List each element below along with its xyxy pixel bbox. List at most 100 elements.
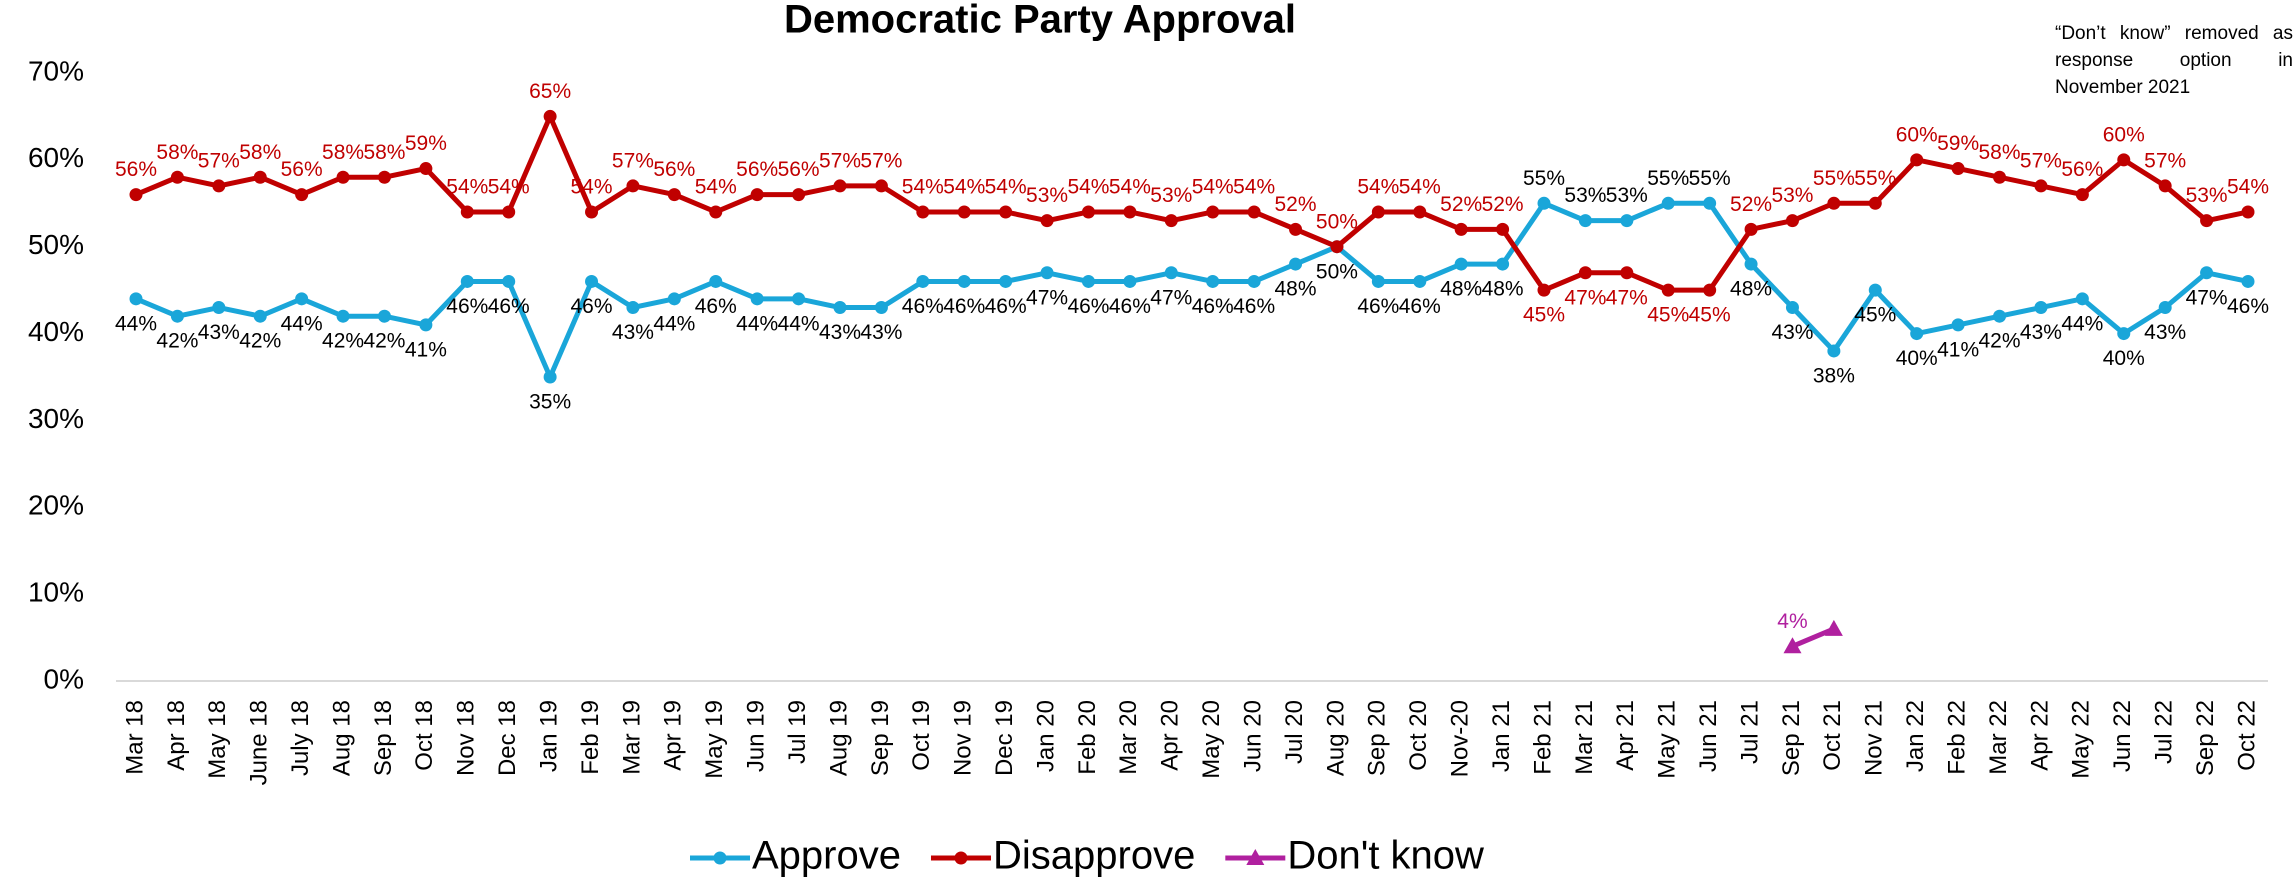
data-point bbox=[874, 301, 888, 315]
data-label: 57% bbox=[198, 149, 240, 172]
data-label: 44% bbox=[281, 312, 323, 335]
data-point bbox=[2158, 301, 2172, 315]
x-tick-label: Nov 18 bbox=[453, 700, 480, 776]
data-point bbox=[1496, 257, 1510, 271]
data-label: 58% bbox=[1979, 141, 2021, 164]
x-tick-label: Jul 21 bbox=[1736, 700, 1763, 764]
data-point bbox=[1744, 257, 1758, 271]
x-tick-label: Feb 21 bbox=[1529, 700, 1556, 775]
data-point bbox=[916, 274, 930, 288]
data-label: 54% bbox=[943, 176, 985, 199]
data-point bbox=[1081, 205, 1095, 219]
data-point bbox=[1578, 214, 1592, 228]
x-tick-label: Mar 19 bbox=[618, 700, 645, 775]
data-label: 45% bbox=[1689, 304, 1731, 327]
data-point bbox=[460, 205, 474, 219]
data-label: 54% bbox=[695, 176, 737, 199]
x-tick-label: Sep 21 bbox=[1778, 700, 1805, 776]
data-point bbox=[585, 274, 599, 288]
data-label: 48% bbox=[1482, 278, 1524, 301]
data-label: 57% bbox=[612, 149, 654, 172]
data-label: 44% bbox=[736, 312, 778, 335]
data-label: 57% bbox=[2020, 149, 2062, 172]
data-label: 47% bbox=[1564, 286, 1606, 309]
data-point bbox=[2075, 188, 2089, 202]
data-label: 41% bbox=[405, 338, 447, 361]
data-label: 54% bbox=[902, 176, 944, 199]
data-point bbox=[2034, 179, 2048, 193]
data-label: 52% bbox=[1730, 193, 1772, 216]
data-point bbox=[1164, 214, 1178, 228]
data-point bbox=[792, 188, 806, 202]
data-label: 55% bbox=[1647, 167, 1689, 190]
data-point bbox=[1910, 327, 1924, 341]
x-tick-label: May 19 bbox=[701, 700, 728, 779]
data-label: 59% bbox=[405, 132, 447, 155]
data-label: 53% bbox=[1150, 184, 1192, 207]
y-tick-label: 50% bbox=[28, 229, 84, 260]
x-tick-label: May 21 bbox=[1654, 700, 1681, 779]
x-tick-label: Mar 22 bbox=[1985, 700, 2012, 775]
data-label: 48% bbox=[1440, 278, 1482, 301]
data-point bbox=[1827, 196, 1841, 210]
x-tick-label: Aug 18 bbox=[328, 700, 355, 776]
data-point bbox=[212, 179, 226, 193]
data-point bbox=[129, 292, 143, 306]
data-point bbox=[253, 170, 267, 184]
data-point bbox=[1289, 222, 1303, 236]
data-point bbox=[1537, 196, 1551, 210]
x-tick-label: May 22 bbox=[2068, 700, 2095, 779]
series-line bbox=[135, 113, 2249, 293]
data-label: 45% bbox=[1647, 304, 1689, 327]
data-point bbox=[2200, 214, 2214, 228]
data-label: 56% bbox=[736, 158, 778, 181]
x-tick-label: Oct 20 bbox=[1405, 700, 1432, 771]
x-tick-label: May 20 bbox=[1198, 700, 1225, 779]
data-label: 48% bbox=[1275, 278, 1317, 301]
data-point bbox=[1620, 214, 1634, 228]
legend-label: Don't know bbox=[1287, 834, 1484, 878]
data-label: 53% bbox=[1771, 184, 1813, 207]
x-tick-label: Jan 21 bbox=[1488, 700, 1515, 772]
data-label: 44% bbox=[653, 312, 695, 335]
data-point bbox=[129, 188, 143, 202]
data-point bbox=[1703, 196, 1717, 210]
data-point bbox=[295, 292, 309, 306]
data-point bbox=[2241, 274, 2255, 288]
data-label: 45% bbox=[1523, 304, 1565, 327]
x-tick-label: Oct 21 bbox=[1819, 700, 1846, 771]
data-label: 56% bbox=[653, 158, 695, 181]
y-tick-label: 40% bbox=[28, 316, 84, 347]
data-point bbox=[2034, 301, 2048, 315]
data-point bbox=[336, 309, 350, 323]
data-label: 46% bbox=[2227, 295, 2269, 318]
data-point bbox=[833, 301, 847, 315]
data-point bbox=[1537, 283, 1551, 297]
data-point bbox=[2075, 292, 2089, 306]
x-tick-label: Jan 19 bbox=[535, 700, 562, 772]
x-tick-label: Jan 20 bbox=[1032, 700, 1059, 772]
x-tick-label: Mar 18 bbox=[121, 700, 148, 775]
data-label: 46% bbox=[902, 295, 944, 318]
data-label: 41% bbox=[1937, 338, 1979, 361]
data-point bbox=[750, 188, 764, 202]
data-label: 46% bbox=[1357, 295, 1399, 318]
data-label: 44% bbox=[115, 312, 157, 335]
data-point bbox=[1454, 222, 1468, 236]
data-point bbox=[253, 309, 267, 323]
legend-item: Approve bbox=[690, 834, 901, 878]
data-label: 43% bbox=[198, 321, 240, 344]
data-label: 46% bbox=[1067, 295, 1109, 318]
data-label: 38% bbox=[1813, 364, 1855, 387]
data-point bbox=[1123, 205, 1137, 219]
data-label: 54% bbox=[1233, 176, 1275, 199]
data-label: 50% bbox=[1316, 210, 1358, 233]
data-label: 50% bbox=[1316, 260, 1358, 283]
data-point bbox=[1951, 318, 1965, 332]
x-tick-label: Jul 20 bbox=[1281, 700, 1308, 764]
data-label: 57% bbox=[819, 149, 861, 172]
data-point bbox=[212, 301, 226, 315]
data-label: 52% bbox=[1482, 193, 1524, 216]
data-point bbox=[170, 309, 184, 323]
